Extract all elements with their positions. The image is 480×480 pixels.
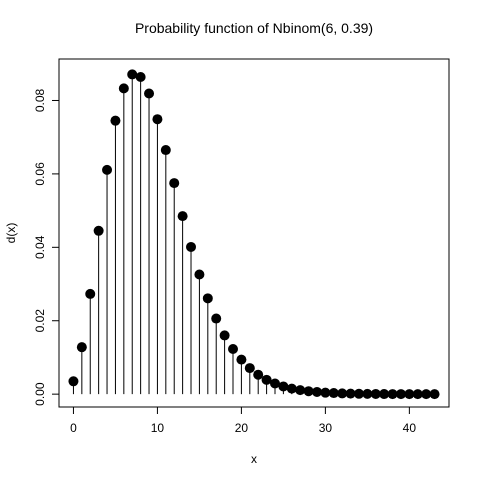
- data-point: [337, 388, 348, 399]
- data-point: [236, 354, 247, 365]
- data-point: [286, 383, 297, 394]
- data-point: [295, 385, 306, 396]
- x-axis: 0 10 20 30 40: [70, 406, 417, 435]
- data-point: [261, 374, 272, 385]
- data-point: [211, 313, 222, 324]
- data-point: [169, 178, 180, 189]
- data-point: [328, 388, 339, 399]
- data-point: [379, 389, 390, 400]
- data-point: [303, 386, 314, 397]
- data-point: [353, 388, 364, 399]
- data-point: [76, 342, 87, 353]
- points: [68, 69, 440, 400]
- data-point: [102, 164, 113, 175]
- data-point: [135, 71, 146, 82]
- x-tick-label: 0: [70, 421, 77, 435]
- x-tick-label: 20: [235, 421, 249, 435]
- data-point: [160, 145, 171, 156]
- data-point: [228, 344, 239, 354]
- y-tick-label: 0.00: [33, 382, 47, 406]
- x-tick-label: 10: [151, 421, 165, 435]
- data-point: [85, 288, 96, 299]
- data-point: [177, 211, 188, 222]
- x-axis-label: x: [251, 452, 257, 466]
- data-point: [68, 376, 79, 387]
- data-point: [370, 388, 381, 399]
- y-tick-label: 0.08: [33, 88, 47, 112]
- data-point: [93, 225, 104, 236]
- data-point: [320, 387, 331, 398]
- stems: [72, 74, 436, 395]
- y-tick-label: 0.02: [33, 309, 47, 333]
- chart-title: Probability function of Nbinom(6, 0.39): [135, 20, 373, 36]
- data-point: [345, 388, 356, 399]
- data-point: [152, 114, 163, 125]
- data-point: [421, 389, 432, 400]
- data-point: [269, 378, 280, 389]
- y-axis-label: d(x): [4, 223, 18, 244]
- x-tick-label: 40: [403, 421, 417, 435]
- data-point: [144, 88, 155, 99]
- data-point: [387, 389, 398, 400]
- data-point: [311, 386, 322, 397]
- data-point: [244, 363, 255, 374]
- y-axis: 0.00 0.02 0.04 0.06 0.08: [33, 88, 60, 406]
- data-point: [127, 69, 138, 80]
- data-point: [219, 330, 230, 341]
- data-point: [395, 389, 406, 400]
- data-point: [253, 369, 264, 380]
- data-point: [118, 83, 129, 94]
- y-tick-label: 0.06: [33, 162, 47, 186]
- data-point: [278, 381, 289, 392]
- data-point: [202, 293, 213, 304]
- data-point: [186, 241, 197, 252]
- data-point: [429, 389, 440, 400]
- data-point: [404, 389, 415, 400]
- x-tick-label: 30: [319, 421, 333, 435]
- data-point: [194, 269, 205, 280]
- y-tick-label: 0.04: [33, 235, 47, 259]
- data-point: [110, 115, 121, 126]
- data-point: [362, 388, 373, 399]
- data-point: [412, 389, 423, 400]
